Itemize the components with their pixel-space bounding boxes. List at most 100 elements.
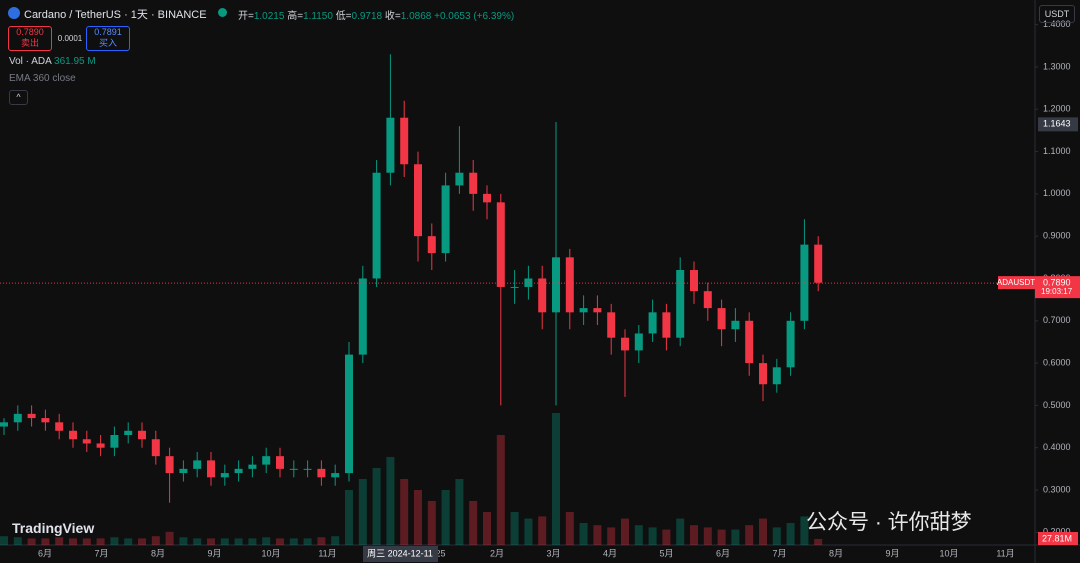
crosshair-date: 周三 2024-12-11 [367,548,433,558]
candle-body [703,291,712,309]
volume-bar [814,538,823,545]
x-tick-label: 6月 [716,548,730,558]
candle-body [262,456,271,465]
ohlc: 开=1.0215 高=1.1150 低=0.9718 收=1.0868 +0.0… [238,7,514,22]
market-status [218,8,227,17]
x-tick-label: 9月 [207,548,221,558]
volume-bar [207,538,215,545]
candle-body [621,337,629,351]
candle-body [345,354,353,474]
volume-bar [552,413,560,545]
candle-body [662,312,671,338]
collapse-button[interactable]: ^ [9,90,28,105]
buy-label: 买入 [98,38,117,48]
x-tick-label: 7月 [94,548,108,558]
candle-body [565,257,574,313]
volume-bar [372,468,381,545]
candle-body [220,473,229,478]
candle-body [372,172,381,279]
y-tick-label: 0.7000 [1043,315,1071,325]
candle-body [648,312,657,334]
volume-bar [676,518,685,545]
candle-body [759,363,767,385]
candle-body [276,456,284,469]
candle-body [634,333,643,351]
candle-body [386,117,395,173]
close-value: 1.0868 [400,11,432,22]
logo: TradingView [12,520,95,536]
last-price-tag [1035,276,1080,299]
candle-body [69,430,77,440]
candle-body [165,456,174,474]
volume-bar [345,490,353,545]
x-tick-label: 6月 [38,548,52,558]
y-tick-label: 0.2000 [1043,527,1071,537]
x-tick-label: 4月 [603,548,617,558]
x-tick-label: 10月 [261,548,280,558]
volume-bar [510,512,519,545]
symbol-tag: ADAUSDT [997,278,1035,287]
sell-button[interactable]: 0.7890 卖出 [8,26,52,51]
volume-bar [220,538,229,545]
y-tick-label: 0.5000 [1043,400,1071,410]
volume-bar [759,518,767,545]
volume-bar [317,537,326,545]
candle-body [124,430,133,436]
candle-body [552,257,560,313]
close-label: 收= [384,11,401,22]
x-tick-label: 11月 [996,548,1014,558]
candle-body [483,193,491,203]
volume-indicator[interactable]: Vol · ADA 361.95 M [9,56,96,67]
candle-body [814,244,823,283]
candle-body [441,185,450,254]
candle-body [731,320,740,330]
volume-bar [400,479,409,545]
buy-price: 0.7891 [94,27,122,37]
countdown: 19:03:17 [1041,287,1073,296]
volume-bar [455,479,464,545]
buy-button[interactable]: 0.7891 买入 [86,26,130,51]
x-tick-label: 5月 [659,548,673,558]
volume-bar [414,490,422,545]
ema-indicator[interactable]: EMA 360 close [9,73,76,84]
candle-body [400,117,409,165]
volume-bar [248,538,257,545]
candle-body [427,236,436,254]
currency-selector[interactable]: USDT [1039,5,1075,23]
candle-body [772,367,781,385]
candle-body [207,460,215,478]
volume-tag [1038,532,1078,545]
y-tick-label: 1.1000 [1043,146,1071,156]
candle-body [289,468,298,470]
volume-bar [358,479,367,545]
candle-body [179,468,188,474]
open-value: 1.0215 [253,11,285,22]
symbol[interactable]: Cardano / TetherUS · 1天 · BINANCE [24,9,207,21]
watermark: 公众号 · 许你甜梦 [806,511,972,534]
volume-bar [524,518,533,545]
volume-bar [800,516,809,545]
volume-bar [110,537,119,545]
volume-bar [55,537,64,545]
crosshair-date-tag [363,546,438,562]
candle-body [0,422,8,427]
candle-body [455,172,464,186]
volume-bar [690,525,698,545]
candle-body [496,202,505,287]
volume-bar [579,523,588,545]
coin-icon [8,7,20,19]
candle-body [358,278,367,355]
open-label: 开= [238,11,254,22]
candle-body [151,439,160,457]
volume-bar [496,435,505,545]
volume-bar [427,501,436,545]
candle-body [138,430,146,440]
candle-body [607,312,616,338]
candle-body [317,468,326,478]
symbol-tag-bg [998,276,1035,290]
volume-bar [331,536,340,545]
candle-body [193,460,202,469]
candle-body [234,468,243,474]
candle-body [27,413,36,419]
candle-body [248,464,257,469]
